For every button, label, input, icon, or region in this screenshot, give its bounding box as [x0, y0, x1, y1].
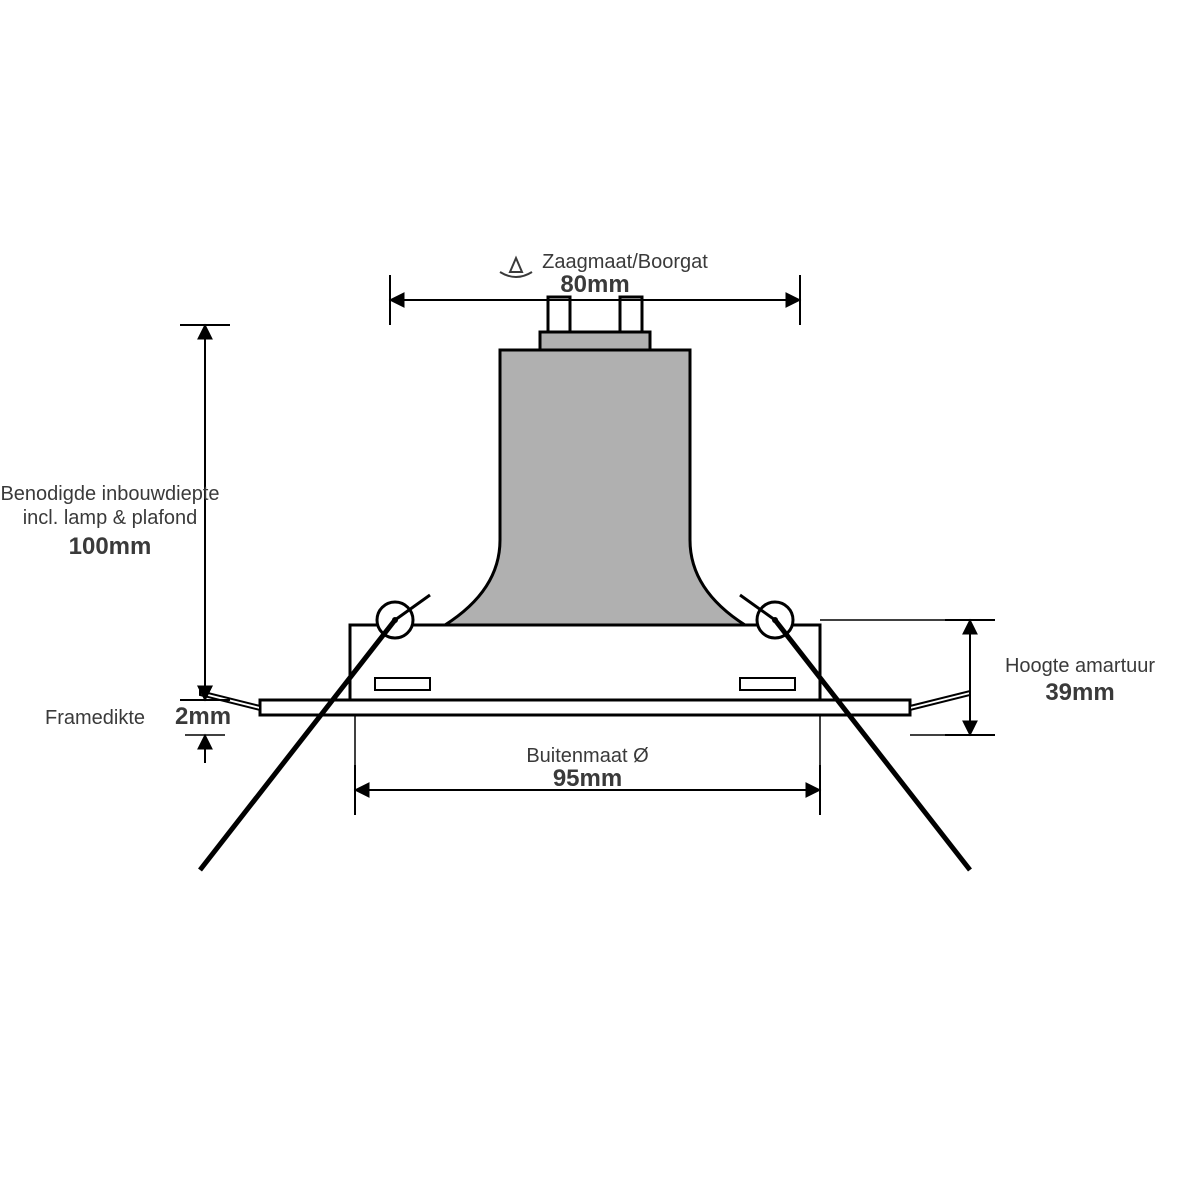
- bulb-bridge: [540, 332, 650, 350]
- depth-label-2: incl. lamp & plafond: [23, 507, 198, 529]
- technical-diagram: Zaagmaat/Boorgat80mm Benodigde inbouwdiep…: [0, 0, 1200, 1200]
- pin-left: [548, 297, 570, 332]
- outer-label: Buitenmaat Ø: [526, 745, 648, 767]
- cut-value: 80mm: [560, 271, 629, 298]
- height-label: Hoogte amartuur: [1005, 655, 1155, 677]
- frame-flange: [260, 700, 910, 715]
- depth-value: 100mm: [69, 533, 152, 560]
- cut-label: Zaagmaat/Boorgat: [542, 251, 708, 273]
- pin-right: [620, 297, 642, 332]
- drill-icon: [500, 258, 532, 277]
- depth-label-1: Benodigde inbouwdiepte: [0, 483, 219, 505]
- wing-right: [910, 691, 970, 710]
- frame-label: Framedikte: [45, 707, 145, 729]
- frame-value: 2mm: [175, 703, 231, 730]
- bulb-body: [445, 350, 745, 625]
- outer-value: 95mm: [553, 765, 622, 792]
- height-value: 39mm: [1045, 679, 1114, 706]
